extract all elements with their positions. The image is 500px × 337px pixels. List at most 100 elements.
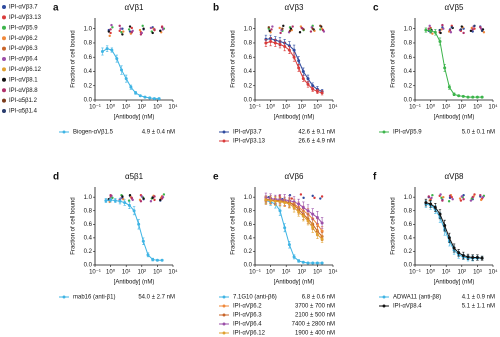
background-point <box>268 29 271 33</box>
panel-title: αVβ1 <box>124 3 144 12</box>
data-point <box>466 255 470 259</box>
y-axis-title: Fraction of cell bound <box>71 30 77 87</box>
background-point <box>131 198 134 202</box>
legend-dot <box>222 130 226 134</box>
data-point <box>306 77 310 81</box>
data-point <box>143 95 147 99</box>
background-point <box>109 193 112 197</box>
background-point <box>130 26 133 30</box>
background-point <box>481 195 485 199</box>
background-point <box>302 28 305 31</box>
background-point <box>450 195 453 199</box>
data-point <box>311 84 315 88</box>
background-point <box>128 25 132 28</box>
data-point <box>452 246 456 250</box>
background-point <box>471 28 474 31</box>
x-axis-title: [Antibody] (nM) <box>274 280 315 286</box>
data-point <box>433 30 437 34</box>
background-point <box>120 31 123 34</box>
background-point <box>462 193 465 197</box>
background-point <box>459 28 463 31</box>
background-point <box>121 195 124 198</box>
x-tick-label: 10⁻¹ <box>89 105 101 111</box>
background-point <box>151 196 154 200</box>
y-tick-label: 0.6 <box>244 55 253 61</box>
data-point <box>461 94 465 98</box>
data-point <box>320 261 324 265</box>
background-point <box>153 195 156 198</box>
x-tick-label: 10⁻¹ <box>409 105 421 111</box>
background-point <box>161 28 165 31</box>
legend-dot <box>2 15 6 20</box>
data-point <box>301 260 305 264</box>
background-point <box>291 25 294 28</box>
y-tick-label: 1.0 <box>84 195 93 201</box>
data-point <box>315 232 319 236</box>
data-point <box>160 258 164 262</box>
background-point <box>440 196 443 200</box>
y-tick-label: 0.2 <box>84 83 93 89</box>
background-point <box>121 33 124 36</box>
data-point <box>466 95 470 99</box>
x-tick-label: 10⁴ <box>488 104 498 111</box>
legend-label: IPI-αVβ6.3 <box>233 313 262 319</box>
legend-label: IPI-α5β1.4 <box>9 109 38 115</box>
data-point <box>151 258 155 262</box>
data-point <box>127 203 131 207</box>
legend-dot <box>2 25 6 30</box>
background-point <box>290 197 293 200</box>
y-tick-label: 0.0 <box>404 98 413 104</box>
data-point <box>320 91 324 95</box>
background-point <box>109 31 112 35</box>
background-point <box>448 194 452 198</box>
data-point <box>433 205 437 209</box>
data-point <box>292 255 296 259</box>
data-point <box>301 77 305 81</box>
background-point <box>473 27 476 30</box>
legend-dot <box>222 304 226 308</box>
data-point <box>443 224 447 228</box>
x-tick-label: 10⁰ <box>106 269 116 276</box>
background-point <box>282 24 285 28</box>
legend-label: IPI-αVβ8.4 <box>393 304 422 310</box>
background-point <box>309 30 313 33</box>
legend-label: IPI-αVβ8.1 <box>9 77 38 83</box>
data-point <box>429 202 433 206</box>
background-point <box>479 26 482 29</box>
y-tick-label: 0.0 <box>84 98 93 104</box>
background-point <box>138 28 142 32</box>
legend-dot <box>2 98 6 103</box>
background-point <box>162 193 166 196</box>
background-point <box>442 27 445 30</box>
background-point <box>149 200 153 203</box>
background-point <box>151 31 154 35</box>
y-tick-label: 0.8 <box>84 41 93 47</box>
background-point <box>471 30 474 33</box>
y-tick-label: 0.8 <box>84 208 93 214</box>
background-point <box>427 195 430 198</box>
data-point <box>311 212 315 216</box>
legend-ec50: 7400 ± 2800 nM <box>292 322 335 328</box>
background-point <box>469 199 473 202</box>
legend-ec50: 4.1 ± 0.9 nM <box>462 295 495 301</box>
background-point <box>430 196 433 200</box>
background-point <box>438 28 441 32</box>
x-tick-label: 10² <box>297 270 306 276</box>
panel-title: αVβ8 <box>444 172 464 181</box>
y-tick-label: 0.8 <box>404 208 413 214</box>
data-point <box>457 94 461 98</box>
data-point <box>443 66 447 70</box>
background-point <box>447 200 451 203</box>
data-point <box>278 209 282 213</box>
x-tick-label: 10⁴ <box>168 269 178 276</box>
legend-label: IPI-αVβ3.7 <box>9 5 38 11</box>
data-point <box>297 259 301 263</box>
data-point <box>297 202 301 206</box>
background-point <box>441 23 444 27</box>
background-point <box>267 26 270 29</box>
background-point <box>110 23 113 27</box>
data-point <box>471 256 475 260</box>
background-point <box>440 28 443 31</box>
background-point <box>288 29 292 33</box>
